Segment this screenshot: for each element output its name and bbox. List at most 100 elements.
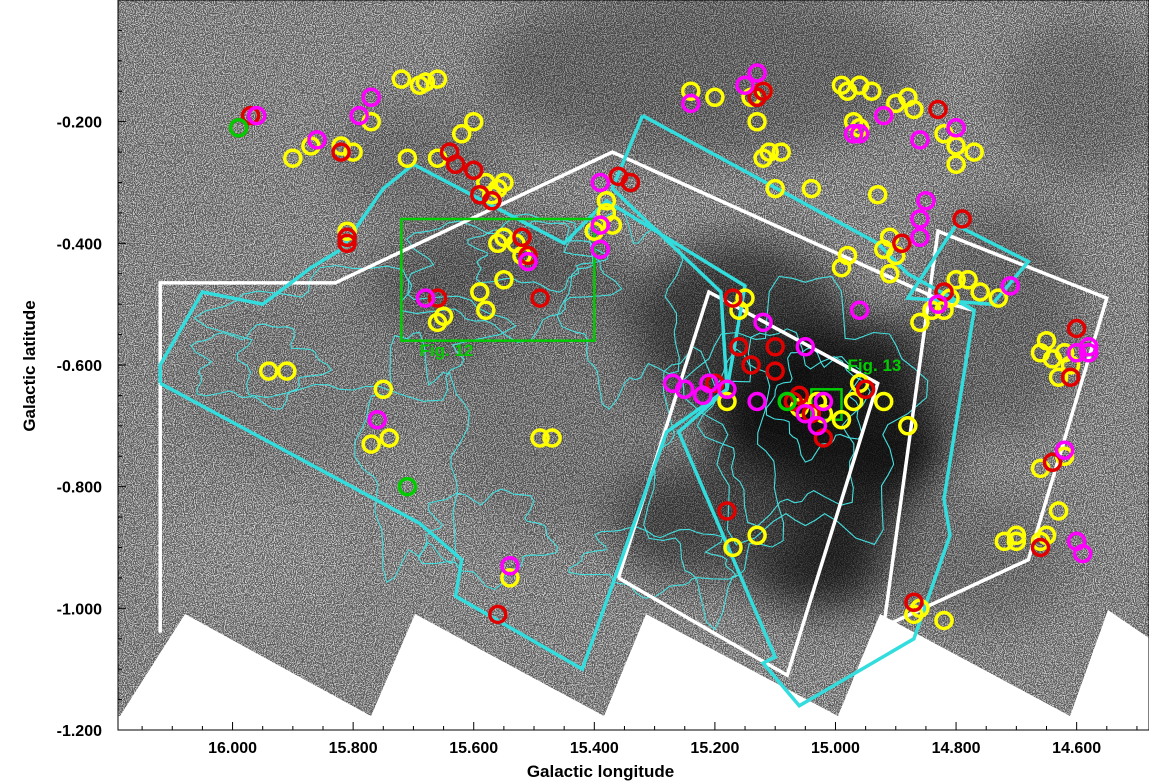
red-source-marker xyxy=(729,337,749,357)
red-source-marker xyxy=(783,391,804,412)
yellow-source-marker xyxy=(934,610,954,631)
magenta-source-marker xyxy=(500,556,520,576)
magenta-source-marker xyxy=(662,373,683,394)
y-axis: -0.200 -0.400 -0.600 -0.800 -1.000 -1.200 xyxy=(57,29,126,740)
yellow-source-marker xyxy=(1048,501,1069,521)
contour-line xyxy=(682,275,929,546)
yellow-source-marker xyxy=(1006,531,1027,552)
magenta-source-marker xyxy=(910,130,930,150)
contour-line xyxy=(467,220,609,293)
magenta-source-marker xyxy=(849,300,870,321)
red-source-marker xyxy=(482,191,502,211)
red-source-marker xyxy=(765,361,785,381)
yellow-source-marker xyxy=(873,391,894,412)
yellow-source-marker xyxy=(879,264,900,284)
yellow-source-marker xyxy=(717,391,737,412)
magenta-source-marker xyxy=(843,124,864,144)
magenta-source-marker xyxy=(747,63,767,83)
contour-line xyxy=(400,213,623,343)
magenta-source-marker xyxy=(735,75,755,95)
red-source-marker xyxy=(892,233,912,254)
magenta-source-marker xyxy=(910,227,930,248)
x-tick-label: 16.000 xyxy=(208,740,257,757)
magenta-source-marker xyxy=(916,191,936,211)
yellow-source-marker xyxy=(1048,367,1069,387)
magenta-source-marker xyxy=(349,105,369,126)
red-source-marker xyxy=(741,355,761,375)
yellow-source-marker xyxy=(988,288,1009,308)
red-source-marker xyxy=(1030,537,1051,558)
x-axis-title: Galactic longitude xyxy=(526,762,675,781)
yellow-source-marker xyxy=(258,361,279,381)
cyan-footprint-1 xyxy=(158,162,747,672)
red-source-marker xyxy=(337,233,357,254)
magenta-source-marker xyxy=(795,337,816,357)
red-source-marker xyxy=(904,592,924,613)
magenta-source-marker xyxy=(307,130,327,150)
yellow-source-marker xyxy=(958,270,978,290)
magenta-source-marker xyxy=(1078,343,1099,363)
magenta-source-marker xyxy=(590,172,611,193)
yellow-source-marker xyxy=(331,136,351,156)
magenta-source-marker xyxy=(910,209,930,229)
yellow-source-marker xyxy=(723,537,743,558)
red-source-marker xyxy=(518,245,538,266)
magenta-source-marker xyxy=(590,239,611,260)
yellow-source-marker xyxy=(861,81,882,101)
yellow-source-marker xyxy=(946,136,966,156)
source-markers xyxy=(228,63,1099,631)
contour-line xyxy=(696,328,871,527)
y-tick-label: -0.600 xyxy=(57,358,102,375)
green-source-marker xyxy=(777,391,797,412)
cyan-footprint-2 xyxy=(610,114,977,708)
yellow-source-marker xyxy=(427,69,448,89)
contour-line xyxy=(190,323,333,410)
red-source-marker xyxy=(620,172,641,193)
yellow-source-marker xyxy=(391,69,412,89)
yellow-source-marker xyxy=(427,312,448,333)
magenta-source-marker xyxy=(813,391,834,412)
white-footprint-3 xyxy=(881,228,1109,629)
contour-line xyxy=(193,264,517,402)
red-source-marker xyxy=(488,604,508,625)
red-source-marker xyxy=(240,105,261,126)
yellow-source-marker xyxy=(964,142,984,162)
yellow-source-marker xyxy=(542,428,562,448)
yellow-source-marker xyxy=(904,604,924,625)
x-tick-label: 15.000 xyxy=(811,740,860,757)
red-source-marker xyxy=(723,288,743,308)
contour-line xyxy=(765,346,863,463)
yellow-source-marker xyxy=(602,215,623,235)
magenta-source-marker xyxy=(807,416,828,436)
yellow-source-marker xyxy=(1036,330,1057,351)
x-tick-label: 14.600 xyxy=(1052,740,1101,757)
x-tick-label: 15.200 xyxy=(690,740,739,757)
yellow-source-marker xyxy=(904,99,924,120)
magenta-source-marker xyxy=(753,312,773,333)
red-source-marker xyxy=(1066,318,1087,339)
magenta-source-marker xyxy=(928,294,948,314)
magenta-source-marker xyxy=(681,93,701,114)
contour-line xyxy=(568,526,738,599)
yellow-source-marker xyxy=(970,282,990,302)
yellow-source-marker xyxy=(530,428,550,448)
x-axis: 16.000 15.800 15.600 15.400 15.200 15.000 14.8… xyxy=(141,722,1138,757)
yellow-source-marker xyxy=(843,391,864,412)
yellow-source-marker xyxy=(397,148,418,168)
red-source-marker xyxy=(717,501,737,521)
yellow-source-marker xyxy=(946,154,966,175)
red-source-marker xyxy=(928,99,948,120)
yellow-source-marker xyxy=(494,172,514,193)
yellow-source-marker xyxy=(470,282,490,302)
y-axis-title: Galactic latitude xyxy=(20,300,39,432)
magenta-source-marker xyxy=(717,379,737,400)
magenta-source-marker xyxy=(1000,276,1021,296)
yellow-source-marker xyxy=(681,81,701,101)
yellow-source-marker xyxy=(910,312,930,333)
yellow-source-marker xyxy=(705,87,725,108)
magenta-source-marker xyxy=(946,118,966,138)
magenta-source-marker xyxy=(518,251,538,272)
red-source-marker xyxy=(463,160,484,181)
yellow-source-marker xyxy=(801,178,822,199)
